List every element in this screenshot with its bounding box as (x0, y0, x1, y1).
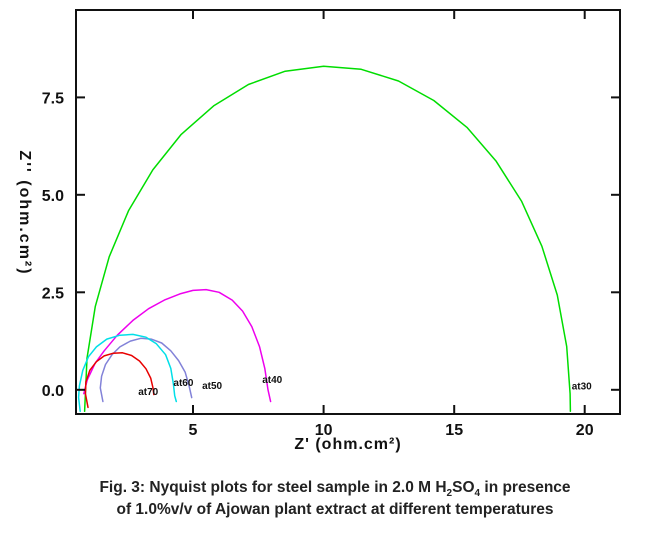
caption-line-1: Fig. 3: Nyquist plots for steel sample i… (99, 479, 571, 499)
annotation-at40: at40 (262, 375, 282, 386)
curve-at50 (99, 337, 193, 403)
nyquist-plot-canvas: 5 10 15 20 0.0 2.5 5.0 7.5 at70 at60 at50 at40 at30 (42, 9, 621, 439)
annotation-at70: at70 (138, 387, 158, 398)
x-tick-label: 20 (576, 422, 594, 439)
figure-caption: Fig. 3: Nyquist plots for steel sample i… (0, 477, 670, 521)
x-tick-label: 10 (315, 422, 333, 439)
x-axis-title: Z' (ohm.cm²) (294, 436, 402, 453)
y-tick-label: 5.0 (42, 188, 64, 205)
y-tick-label: 7.5 (42, 90, 64, 107)
y-tick-label: 0.0 (42, 383, 64, 400)
caption-line-2: of 1.0%v/v of Ajowan plant extract at di… (116, 501, 554, 518)
x-tick-label: 15 (445, 422, 463, 439)
y-axis-title: Z'' (ohm.cm²) (16, 150, 33, 276)
x-tick-label: 5 (189, 422, 198, 439)
caption-subscript-4: 4 (474, 488, 481, 499)
y-tick-label: 2.5 (42, 285, 64, 302)
plot-frame (75, 9, 621, 415)
annotation-at60: at60 (173, 378, 193, 389)
curve-at70 (84, 352, 155, 409)
curve-at60 (77, 333, 178, 413)
caption-subscript-2: 2 (446, 488, 453, 499)
annotation-at50: at50 (202, 381, 222, 392)
annotation-at30: at30 (572, 382, 592, 393)
curve-at40 (83, 288, 272, 403)
curve-at30 (83, 65, 572, 413)
